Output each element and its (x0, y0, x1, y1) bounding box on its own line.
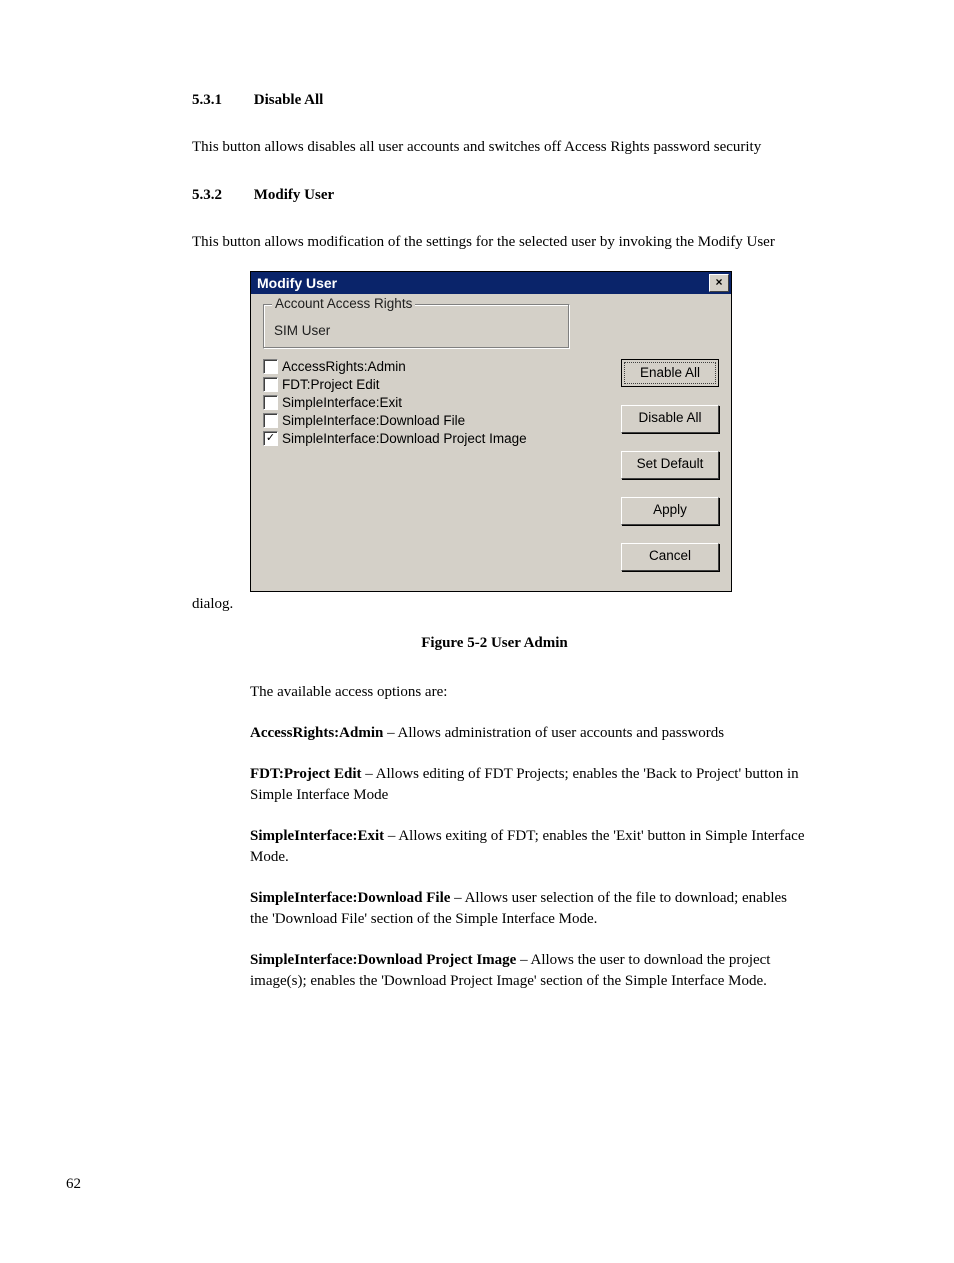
option-name: AccessRights:Admin (250, 725, 383, 741)
options-block: The available access options are: Access… (250, 682, 809, 992)
close-icon[interactable]: × (709, 274, 729, 292)
section-heading-modify-user: 5.3.2 Modify User (192, 187, 849, 204)
document-page: 5.3.1 Disable All This button allows dis… (0, 0, 954, 1263)
option-description: FDT:Project Edit – Allows editing of FDT… (250, 764, 809, 806)
option-description: AccessRights:Admin – Allows administrati… (250, 723, 809, 744)
checkbox-icon[interactable]: ✓ (263, 431, 278, 446)
access-right-item: SimpleInterface:Exit (263, 395, 603, 410)
dialog-titlebar: Modify User × (251, 272, 731, 294)
checkbox-icon[interactable] (263, 377, 278, 392)
groupbox-value: SIM User (274, 323, 330, 338)
access-right-label: AccessRights:Admin (282, 359, 406, 374)
figure-caption: Figure 5-2 User Admin (140, 635, 849, 652)
checkbox-icon[interactable] (263, 359, 278, 374)
enable-all-button[interactable]: Enable All (621, 359, 719, 387)
trailing-dialog-word: dialog. (192, 596, 849, 613)
checkbox-icon[interactable] (263, 413, 278, 428)
section-title: Modify User (254, 187, 334, 203)
section-number: 5.3.2 (192, 187, 250, 204)
checkbox-icon[interactable] (263, 395, 278, 410)
account-access-rights-group: Account Access Rights SIM User (263, 304, 570, 349)
modify-user-dialog-figure: Modify User × Account Access Rights SIM … (250, 271, 732, 592)
apply-button[interactable]: Apply (621, 497, 719, 525)
dialog-body: Account Access Rights SIM User AccessRig… (251, 294, 731, 591)
access-right-item: ✓ SimpleInterface:Download Project Image (263, 431, 603, 446)
option-name: SimpleInterface:Download File (250, 890, 450, 906)
modify-user-dialog: Modify User × Account Access Rights SIM … (250, 271, 732, 592)
option-description: SimpleInterface:Download Project Image –… (250, 950, 809, 992)
dialog-title: Modify User (257, 275, 337, 291)
section-body-disable-all: This button allows disables all user acc… (192, 137, 849, 157)
access-right-label: SimpleInterface:Download Project Image (282, 431, 527, 446)
section-title: Disable All (254, 92, 324, 108)
option-description: SimpleInterface:Download File – Allows u… (250, 888, 809, 930)
option-name: SimpleInterface:Download Project Image (250, 952, 516, 968)
cancel-button[interactable]: Cancel (621, 543, 719, 571)
option-description: SimpleInterface:Exit – Allows exiting of… (250, 826, 809, 868)
option-name: SimpleInterface:Exit (250, 828, 384, 844)
groupbox-label: Account Access Rights (272, 296, 415, 311)
access-rights-checklist: AccessRights:Admin FDT:Project Edit Simple… (263, 359, 603, 449)
page-number: 62 (66, 1176, 81, 1193)
set-default-button[interactable]: Set Default (621, 451, 719, 479)
access-right-label: FDT:Project Edit (282, 377, 380, 392)
access-right-label: SimpleInterface:Exit (282, 395, 402, 410)
option-text: – Allows administration of user accounts… (383, 725, 724, 741)
option-name: FDT:Project Edit (250, 766, 362, 782)
dialog-button-column: Enable All Disable All Set Default Apply… (621, 359, 719, 571)
section-body-modify-user: This button allows modification of the s… (192, 232, 849, 252)
access-right-item: AccessRights:Admin (263, 359, 603, 374)
section-heading-disable-all: 5.3.1 Disable All (192, 92, 849, 109)
access-right-item: SimpleInterface:Download File (263, 413, 603, 428)
section-number: 5.3.1 (192, 92, 250, 109)
access-right-label: SimpleInterface:Download File (282, 413, 465, 428)
disable-all-button[interactable]: Disable All (621, 405, 719, 433)
access-right-item: FDT:Project Edit (263, 377, 603, 392)
options-intro: The available access options are: (250, 682, 809, 703)
